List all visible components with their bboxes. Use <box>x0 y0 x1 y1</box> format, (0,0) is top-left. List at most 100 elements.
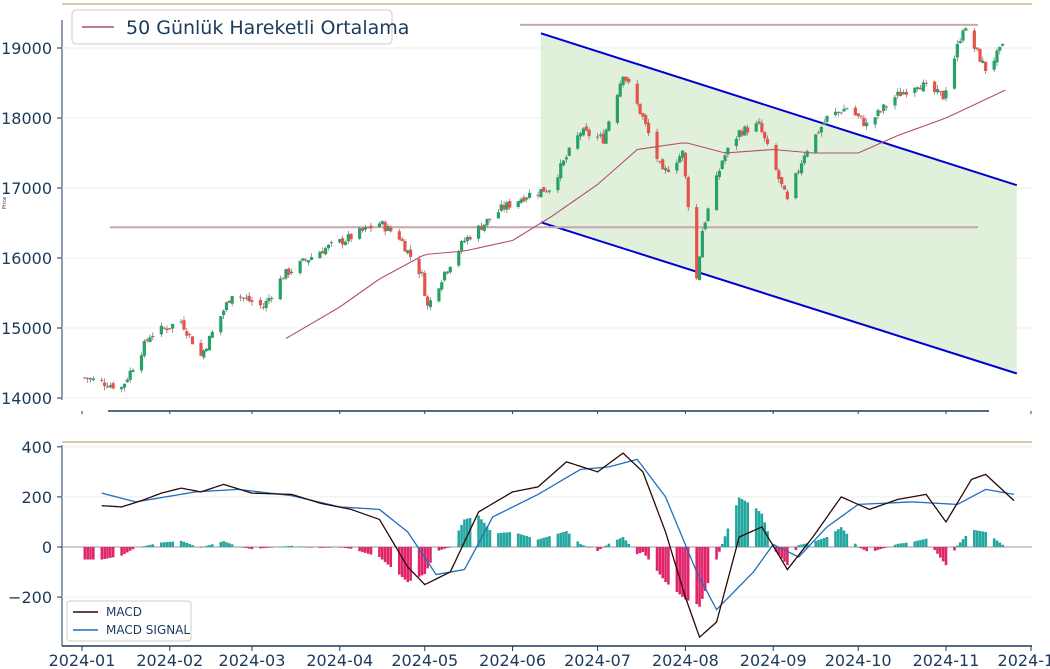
macd-histogram-bar <box>576 541 580 547</box>
macd-histogram-bar <box>565 531 568 547</box>
macd-histogram-bar <box>165 542 169 547</box>
candle-body <box>142 341 146 356</box>
macd-histogram-bar <box>242 547 245 548</box>
macd-histogram-bar <box>259 547 262 549</box>
channel-lower-line <box>540 221 1018 375</box>
macd-histogram-bar <box>287 545 291 547</box>
candle-body <box>998 46 1002 51</box>
candle-body <box>658 161 662 163</box>
candle-body <box>162 327 166 329</box>
candle-body <box>933 81 937 92</box>
macd-histogram-bar <box>225 542 228 547</box>
candle-body <box>567 147 571 156</box>
macd-histogram-bar <box>641 547 645 553</box>
macd-histogram-bar <box>896 543 900 547</box>
candle-body <box>680 150 685 158</box>
macd-histogram-bar <box>497 533 500 547</box>
macd-histogram-bar <box>780 547 783 559</box>
macd-histogram-bar <box>814 540 817 547</box>
macd-histogram-bar <box>397 547 401 575</box>
candle-body <box>924 82 928 84</box>
candle-body <box>527 192 532 198</box>
candle-body <box>700 230 704 258</box>
candle-body <box>595 136 600 138</box>
macd-histogram-bar <box>596 547 599 552</box>
macd-histogram-bar <box>423 547 427 575</box>
macd-histogram-bar <box>519 534 523 547</box>
candle-body <box>556 177 560 191</box>
candle-body <box>420 272 424 274</box>
macd-histogram-bar <box>757 511 761 547</box>
candle-body <box>122 383 127 388</box>
macd-histogram-bar <box>128 547 132 551</box>
candle-body <box>955 43 959 58</box>
macd-histogram-bar <box>658 547 662 575</box>
macd-histogram-bar <box>973 529 976 547</box>
candle-body <box>757 121 761 124</box>
macd-histogram-bar <box>525 536 529 547</box>
candle-body <box>686 177 690 208</box>
legend-ma-label: 50 Günlük Hareketli Ortalama <box>126 17 409 39</box>
macd-histogram-bar <box>766 531 769 547</box>
macd-histogram-bar <box>298 546 302 547</box>
candle-body <box>168 328 172 330</box>
candle-body <box>876 110 880 116</box>
candle-body <box>386 225 390 231</box>
candle-body <box>587 129 591 137</box>
macd-histogram-bar <box>310 547 313 548</box>
candle-body <box>499 204 503 211</box>
legend-box <box>66 600 192 642</box>
candle-body <box>437 288 441 302</box>
candle-body <box>227 300 231 303</box>
candle-body <box>207 335 212 351</box>
macd-histogram-bar <box>746 502 750 547</box>
candle-body <box>224 302 229 311</box>
candle-body <box>298 260 302 274</box>
macd-histogram-bar <box>879 547 883 550</box>
candle-body <box>598 134 602 136</box>
price-y-tick-label: 18000 <box>1 109 52 128</box>
candle-body <box>904 91 908 95</box>
macd-histogram-bar <box>981 531 985 547</box>
macd-histogram-bar <box>601 547 605 548</box>
macd-histogram-bar <box>876 547 880 550</box>
candle-body <box>981 60 985 63</box>
candle-body <box>369 225 373 229</box>
macd-histogram-bar <box>250 547 254 550</box>
macd-histogram-bar <box>743 500 747 547</box>
candle-body <box>397 231 401 240</box>
candle-body <box>754 123 758 132</box>
candle-body <box>309 257 314 260</box>
macd-histogram-bar <box>420 547 424 576</box>
x-tick-label: 2024-05 <box>391 651 458 669</box>
candle-body <box>615 94 619 123</box>
macd-histogram-bar <box>109 547 112 558</box>
candle-body <box>86 377 90 380</box>
candle-body <box>516 201 520 208</box>
candle-body <box>918 87 923 90</box>
candle-body <box>913 87 917 93</box>
candle-body <box>409 249 413 257</box>
channel-fill <box>540 33 1017 374</box>
macd-histogram-bar <box>185 542 189 547</box>
macd-histogram-bar <box>647 547 650 560</box>
macd-histogram-bar <box>584 546 588 547</box>
macd-histogram-bar <box>131 547 135 550</box>
candle-body <box>972 30 976 49</box>
candle-body <box>782 185 787 190</box>
candle-body <box>261 307 265 309</box>
macd-histogram-bar <box>106 547 109 559</box>
candle-body <box>547 190 552 192</box>
macd-histogram-bar <box>567 533 571 547</box>
candle-body <box>423 272 427 296</box>
candle-body <box>802 155 806 164</box>
macd-histogram-bar <box>686 547 690 601</box>
macd-histogram-bar <box>103 547 106 559</box>
macd-histogram-bar <box>684 547 687 600</box>
candle-body <box>799 163 804 174</box>
macd-histogram-bar <box>777 547 781 556</box>
macd-histogram-bar <box>400 547 404 578</box>
candle-body <box>836 111 840 113</box>
candle-body <box>879 111 883 113</box>
candle-body <box>825 115 829 122</box>
